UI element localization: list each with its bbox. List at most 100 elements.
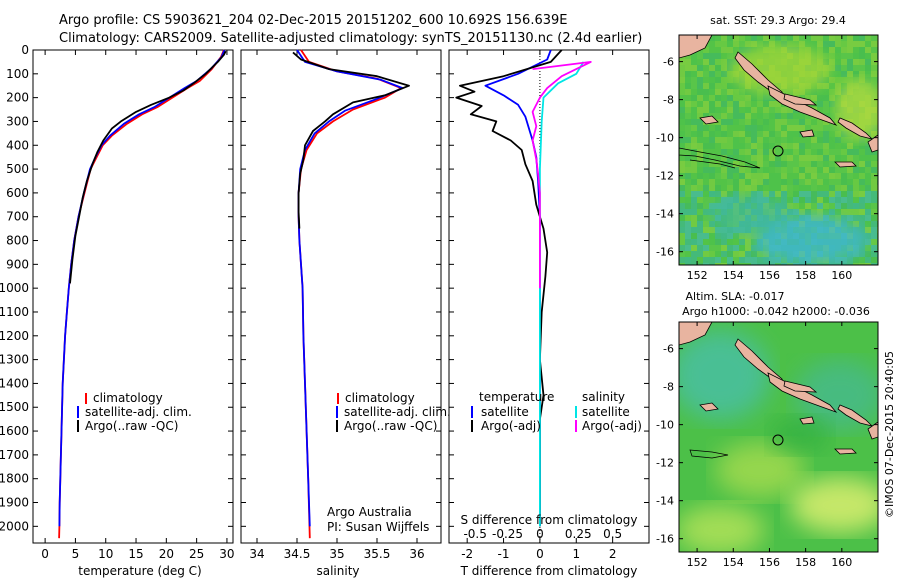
sst-cell: [709, 149, 715, 155]
sst-cell: [811, 191, 817, 197]
sst-cell: [721, 149, 727, 155]
sst-cell: [841, 203, 847, 209]
sst-cell: [823, 137, 829, 143]
sst-cell: [685, 149, 691, 155]
sst-cell: [727, 113, 733, 119]
sst-cell: [823, 185, 829, 191]
sst-cell: [829, 53, 835, 59]
sst-cell: [709, 47, 715, 53]
sst-cell: [697, 245, 703, 251]
sst-cell: [853, 173, 859, 179]
x-tick-label: 0: [41, 547, 49, 561]
sst-cell: [865, 77, 871, 83]
sst-cell: [697, 107, 703, 113]
sst-cell: [865, 263, 871, 265]
sst-cell: [823, 35, 829, 41]
sst-cell: [853, 35, 859, 41]
map-x-tick-label: 156: [759, 556, 780, 569]
sst-cell: [697, 71, 703, 77]
series-line-t-argo-adj-: [455, 49, 563, 527]
sst-cell: [775, 107, 781, 113]
sst-cell: [769, 263, 775, 265]
sst-cell: [685, 239, 691, 245]
y-tick-label: 100: [6, 67, 29, 81]
map-y-tick-label: -8: [663, 94, 674, 107]
sst-cell: [871, 179, 877, 185]
sst-cell: [703, 263, 709, 265]
sst-map-field: [679, 35, 878, 265]
sst-cell: [703, 131, 709, 137]
sst-cell: [745, 35, 751, 41]
sst-cell: [757, 263, 763, 265]
sst-cell: [751, 245, 757, 251]
sst-cell: [859, 167, 865, 173]
sst-cell: [853, 53, 859, 59]
sst-cell: [775, 263, 781, 265]
sst-cell: [709, 221, 715, 227]
sst-cell: [781, 107, 787, 113]
sst-cell: [859, 263, 865, 265]
sst-cell: [829, 143, 835, 149]
top-x-tick-label: -0.25: [492, 527, 523, 541]
sst-cell: [733, 89, 739, 95]
sst-cell: [709, 197, 715, 203]
sst-cell: [841, 47, 847, 53]
sst-cell: [805, 119, 811, 125]
sst-cell: [685, 257, 691, 263]
sst-cell: [703, 221, 709, 227]
sst-cell: [721, 179, 727, 185]
sst-cell: [835, 191, 841, 197]
sst-cell: [799, 149, 805, 155]
sst-cell: [829, 125, 835, 131]
y-tick-label: 700: [6, 210, 29, 224]
sst-cell: [727, 59, 733, 65]
sst-cell: [811, 143, 817, 149]
map-x-tick-label: 158: [795, 556, 816, 569]
sst-cell: [871, 35, 877, 41]
sst-cell: [859, 143, 865, 149]
sst-cell: [733, 257, 739, 263]
sst-cell: [799, 125, 805, 131]
sst-cell: [853, 155, 859, 161]
sst-cell: [721, 251, 727, 257]
sst-cell: [727, 191, 733, 197]
sst-cell: [769, 113, 775, 119]
sst-cell: [691, 197, 697, 203]
sst-cell: [835, 89, 841, 95]
sst-cell: [865, 227, 871, 233]
top-x-tick-label: 0.25: [565, 527, 592, 541]
sst-cell: [733, 239, 739, 245]
sst-cell: [697, 65, 703, 71]
sst-cell: [823, 131, 829, 137]
sst-cell: [685, 215, 691, 221]
sst-cell: [793, 173, 799, 179]
sst-cell: [697, 167, 703, 173]
sst-cell: [865, 245, 871, 251]
sst-cell: [745, 149, 751, 155]
series-line-s-argo-adj-: [531, 61, 592, 289]
sst-cell: [739, 95, 745, 101]
sst-cell: [835, 131, 841, 137]
sst-cell: [805, 155, 811, 161]
sst-cell: [685, 137, 691, 143]
y-tick-label: 1900: [0, 496, 29, 510]
sst-cell: [835, 173, 841, 179]
sst-cell: [829, 149, 835, 155]
sst-cell: [727, 173, 733, 179]
sst-cell: [841, 35, 847, 41]
sst-cell: [715, 263, 721, 265]
temperature-legend: climatology satellite-adj. clim. Argo(..…: [77, 391, 192, 433]
sst-cell: [769, 155, 775, 161]
sst-cell: [805, 179, 811, 185]
sst-cell: [817, 35, 823, 41]
sst-cell: [697, 77, 703, 83]
sst-cell: [715, 47, 721, 53]
sst-cell: [757, 137, 763, 143]
sst-cell: [745, 245, 751, 251]
legend-sat-label: satellite-adj. clim.: [85, 405, 192, 419]
sst-cell: [679, 203, 685, 209]
sst-cell: [751, 233, 757, 239]
sst-cell: [733, 131, 739, 137]
sst-cell: [721, 53, 727, 59]
